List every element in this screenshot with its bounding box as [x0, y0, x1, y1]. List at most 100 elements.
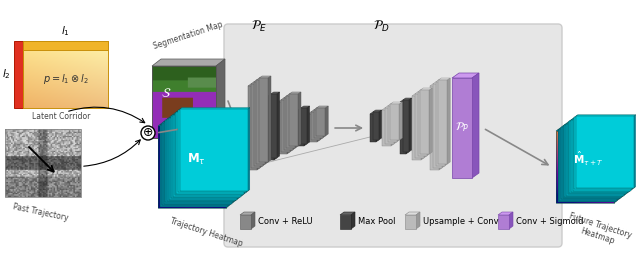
- Polygon shape: [239, 115, 241, 198]
- Polygon shape: [296, 94, 298, 148]
- Polygon shape: [568, 121, 627, 122]
- Polygon shape: [436, 80, 447, 82]
- Bar: [240, 215, 251, 229]
- Polygon shape: [266, 78, 268, 164]
- Polygon shape: [165, 119, 235, 120]
- Bar: [287, 96, 296, 148]
- Polygon shape: [152, 59, 225, 66]
- Polygon shape: [325, 106, 328, 136]
- Polygon shape: [277, 92, 280, 158]
- Polygon shape: [370, 112, 379, 114]
- Polygon shape: [298, 108, 307, 110]
- Text: $\mathcal{P}_E$: $\mathcal{P}_E$: [251, 19, 267, 34]
- Bar: [573, 118, 630, 191]
- Polygon shape: [158, 125, 228, 126]
- Polygon shape: [298, 92, 301, 146]
- Text: $\mathbf{M}_\tau$: $\mathbf{M}_\tau$: [187, 151, 205, 167]
- Polygon shape: [240, 212, 255, 215]
- Bar: [278, 102, 287, 154]
- Polygon shape: [445, 80, 447, 166]
- Polygon shape: [234, 119, 235, 202]
- Polygon shape: [268, 94, 277, 96]
- Polygon shape: [557, 128, 618, 130]
- Polygon shape: [498, 212, 513, 215]
- Bar: [412, 96, 421, 160]
- Bar: [576, 116, 634, 188]
- Bar: [571, 120, 629, 192]
- Polygon shape: [317, 112, 320, 142]
- Text: $p = l_1 \otimes l_2$: $p = l_1 \otimes l_2$: [43, 72, 88, 86]
- Polygon shape: [421, 94, 424, 160]
- Polygon shape: [409, 98, 412, 152]
- Polygon shape: [311, 110, 323, 112]
- Polygon shape: [232, 120, 234, 204]
- Bar: [574, 117, 632, 189]
- Polygon shape: [244, 110, 246, 194]
- Polygon shape: [430, 84, 442, 86]
- Polygon shape: [262, 80, 266, 166]
- Text: $l_2$: $l_2$: [3, 67, 11, 81]
- Bar: [433, 84, 442, 168]
- Bar: [257, 80, 266, 164]
- Polygon shape: [566, 122, 626, 124]
- Polygon shape: [351, 212, 355, 229]
- Polygon shape: [160, 123, 230, 125]
- Bar: [169, 118, 237, 199]
- Polygon shape: [251, 82, 262, 84]
- Polygon shape: [399, 102, 402, 140]
- Polygon shape: [274, 94, 277, 160]
- Bar: [253, 82, 262, 166]
- Polygon shape: [573, 117, 632, 118]
- Polygon shape: [427, 90, 429, 156]
- Bar: [298, 110, 304, 146]
- Polygon shape: [180, 108, 250, 109]
- Text: Segmentation Map: Segmentation Map: [152, 20, 224, 51]
- Bar: [388, 106, 397, 142]
- Polygon shape: [416, 212, 420, 229]
- Polygon shape: [257, 84, 260, 170]
- Polygon shape: [472, 73, 479, 178]
- Bar: [557, 130, 616, 202]
- Circle shape: [141, 126, 155, 140]
- Text: Past Trajectory: Past Trajectory: [12, 202, 70, 222]
- Polygon shape: [614, 130, 616, 203]
- Bar: [382, 110, 391, 146]
- Polygon shape: [418, 90, 429, 92]
- Bar: [163, 122, 232, 204]
- Text: $\mathcal{S}$: $\mathcal{S}$: [161, 87, 172, 100]
- Polygon shape: [259, 76, 271, 78]
- Polygon shape: [621, 125, 622, 198]
- Bar: [452, 78, 472, 178]
- Polygon shape: [178, 109, 248, 110]
- Bar: [167, 119, 235, 201]
- Bar: [566, 124, 624, 195]
- Text: Conv + Sigmoid: Conv + Sigmoid: [516, 218, 584, 227]
- Bar: [158, 126, 226, 208]
- Bar: [248, 86, 257, 170]
- Bar: [498, 215, 509, 229]
- Bar: [390, 104, 399, 140]
- Polygon shape: [627, 120, 629, 193]
- Bar: [314, 110, 323, 138]
- Polygon shape: [171, 115, 241, 116]
- Polygon shape: [314, 108, 325, 110]
- Text: $l_1$: $l_1$: [61, 24, 70, 38]
- Polygon shape: [616, 128, 618, 202]
- Text: $\mathcal{P}_P$: $\mathcal{P}_P$: [455, 120, 469, 134]
- Bar: [14, 41, 23, 108]
- Polygon shape: [563, 125, 622, 126]
- Polygon shape: [439, 84, 442, 170]
- Polygon shape: [289, 92, 301, 94]
- Polygon shape: [379, 110, 381, 140]
- Bar: [23, 41, 108, 108]
- Polygon shape: [281, 98, 292, 100]
- Polygon shape: [167, 118, 237, 119]
- Polygon shape: [257, 78, 268, 80]
- Bar: [284, 98, 292, 150]
- Polygon shape: [390, 102, 402, 104]
- Bar: [438, 80, 447, 164]
- Polygon shape: [388, 104, 399, 106]
- Bar: [165, 120, 234, 202]
- Polygon shape: [561, 126, 621, 127]
- Polygon shape: [429, 88, 432, 154]
